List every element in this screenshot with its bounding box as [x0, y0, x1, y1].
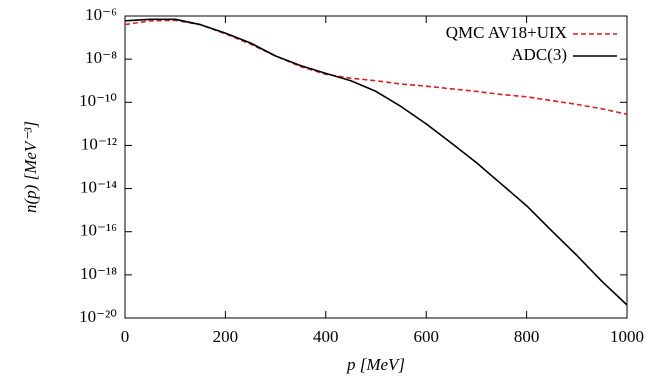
x-tick-label: 0 — [121, 327, 130, 346]
y-tick-label: 10⁻¹⁶ — [80, 221, 117, 240]
plot-frame — [124, 15, 628, 319]
y-tick-label: 10⁻¹² — [81, 134, 117, 153]
x-tick-label: 1000 — [610, 327, 644, 346]
y-tick-label: 10⁻²⁰ — [79, 307, 117, 326]
x-tick-label: 600 — [413, 327, 439, 346]
legend-label: ADC(3) — [511, 45, 567, 64]
x-tick-label: 200 — [213, 327, 239, 346]
y-tick-label: 10⁻¹⁸ — [80, 264, 117, 283]
y-tick-label: 10⁻⁶ — [85, 5, 117, 24]
y-tick-label: 10⁻¹⁰ — [79, 91, 117, 110]
y-tick-label: 10⁻⁸ — [85, 48, 117, 67]
series-line — [124, 18, 628, 306]
x-tick-label: 800 — [514, 327, 540, 346]
legend-label: QMC AV18+UIX — [446, 23, 567, 42]
x-tick-label: 400 — [313, 327, 339, 346]
x-axis-label: p [MeV] — [346, 355, 405, 374]
y-axis-label: n(p) [MeV⁻³] — [21, 121, 40, 213]
y-tick-label: 10⁻¹⁴ — [80, 177, 117, 196]
